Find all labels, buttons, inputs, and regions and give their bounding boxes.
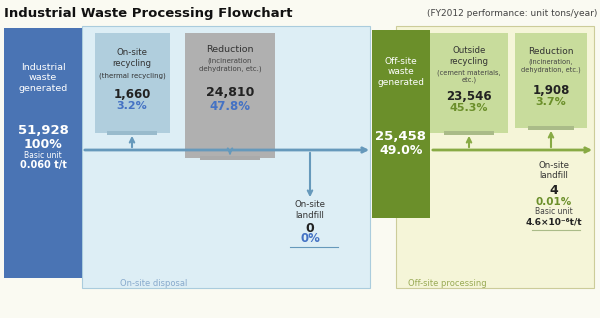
- Text: 24,810: 24,810: [206, 86, 254, 100]
- Text: 3.2%: 3.2%: [116, 101, 148, 111]
- Text: 1,908: 1,908: [532, 84, 569, 96]
- Text: (incineration: (incineration: [208, 58, 252, 64]
- Text: Basic unit: Basic unit: [535, 208, 573, 217]
- Text: On-site
landfill: On-site landfill: [295, 200, 325, 220]
- Text: 51,928: 51,928: [17, 123, 68, 136]
- Text: landfill: landfill: [539, 171, 568, 181]
- Text: 25,458: 25,458: [376, 129, 427, 142]
- Bar: [95, 33, 170, 133]
- Text: 0: 0: [305, 222, 314, 234]
- Bar: [515, 33, 587, 128]
- Text: (thermal recycling): (thermal recycling): [98, 73, 166, 79]
- Text: (cement materials,: (cement materials,: [437, 70, 501, 76]
- Text: Industrial Waste Processing Flowchart: Industrial Waste Processing Flowchart: [4, 6, 293, 19]
- Bar: [396, 26, 594, 288]
- Text: 0.01%: 0.01%: [536, 197, 572, 207]
- Bar: [444, 131, 494, 135]
- Text: 49.0%: 49.0%: [379, 143, 422, 156]
- Text: Industrial
waste
generated: Industrial waste generated: [19, 63, 68, 93]
- Text: Off-site
waste
generated: Off-site waste generated: [377, 57, 425, 87]
- Text: dehydration, etc.): dehydration, etc.): [521, 67, 581, 73]
- Bar: [430, 33, 508, 133]
- Text: On-site: On-site: [539, 162, 569, 170]
- Text: etc.): etc.): [461, 77, 476, 83]
- Bar: [107, 131, 157, 135]
- Text: On-site
recycling: On-site recycling: [113, 48, 151, 68]
- Bar: [528, 126, 574, 130]
- Text: Off-site processing: Off-site processing: [408, 280, 487, 288]
- Text: 0.060 t/t: 0.060 t/t: [20, 160, 67, 170]
- Text: 1,660: 1,660: [113, 87, 151, 100]
- Text: 0%: 0%: [300, 232, 320, 245]
- Text: On-site disposal: On-site disposal: [120, 280, 187, 288]
- Text: 4: 4: [550, 183, 559, 197]
- Text: 3.7%: 3.7%: [536, 97, 566, 107]
- Text: 45.3%: 45.3%: [450, 103, 488, 113]
- Bar: [185, 33, 275, 158]
- Text: (incineration,: (incineration,: [529, 59, 573, 65]
- Text: 47.8%: 47.8%: [209, 100, 251, 113]
- Text: dehydration, etc.): dehydration, etc.): [199, 66, 262, 72]
- Bar: [82, 26, 370, 288]
- Text: 23,546: 23,546: [446, 89, 492, 102]
- Bar: [4, 28, 82, 278]
- Text: Outside
recycling: Outside recycling: [449, 46, 488, 66]
- Text: 100%: 100%: [23, 137, 62, 150]
- Bar: [372, 30, 430, 218]
- Text: Reduction: Reduction: [206, 45, 254, 54]
- Text: (FY2012 performance: unit tons/year): (FY2012 performance: unit tons/year): [427, 9, 597, 17]
- Text: 4.6×10⁻⁶t/t: 4.6×10⁻⁶t/t: [526, 218, 583, 226]
- Text: Reduction: Reduction: [528, 47, 574, 57]
- Text: Basic unit: Basic unit: [24, 150, 62, 160]
- Bar: [200, 156, 260, 160]
